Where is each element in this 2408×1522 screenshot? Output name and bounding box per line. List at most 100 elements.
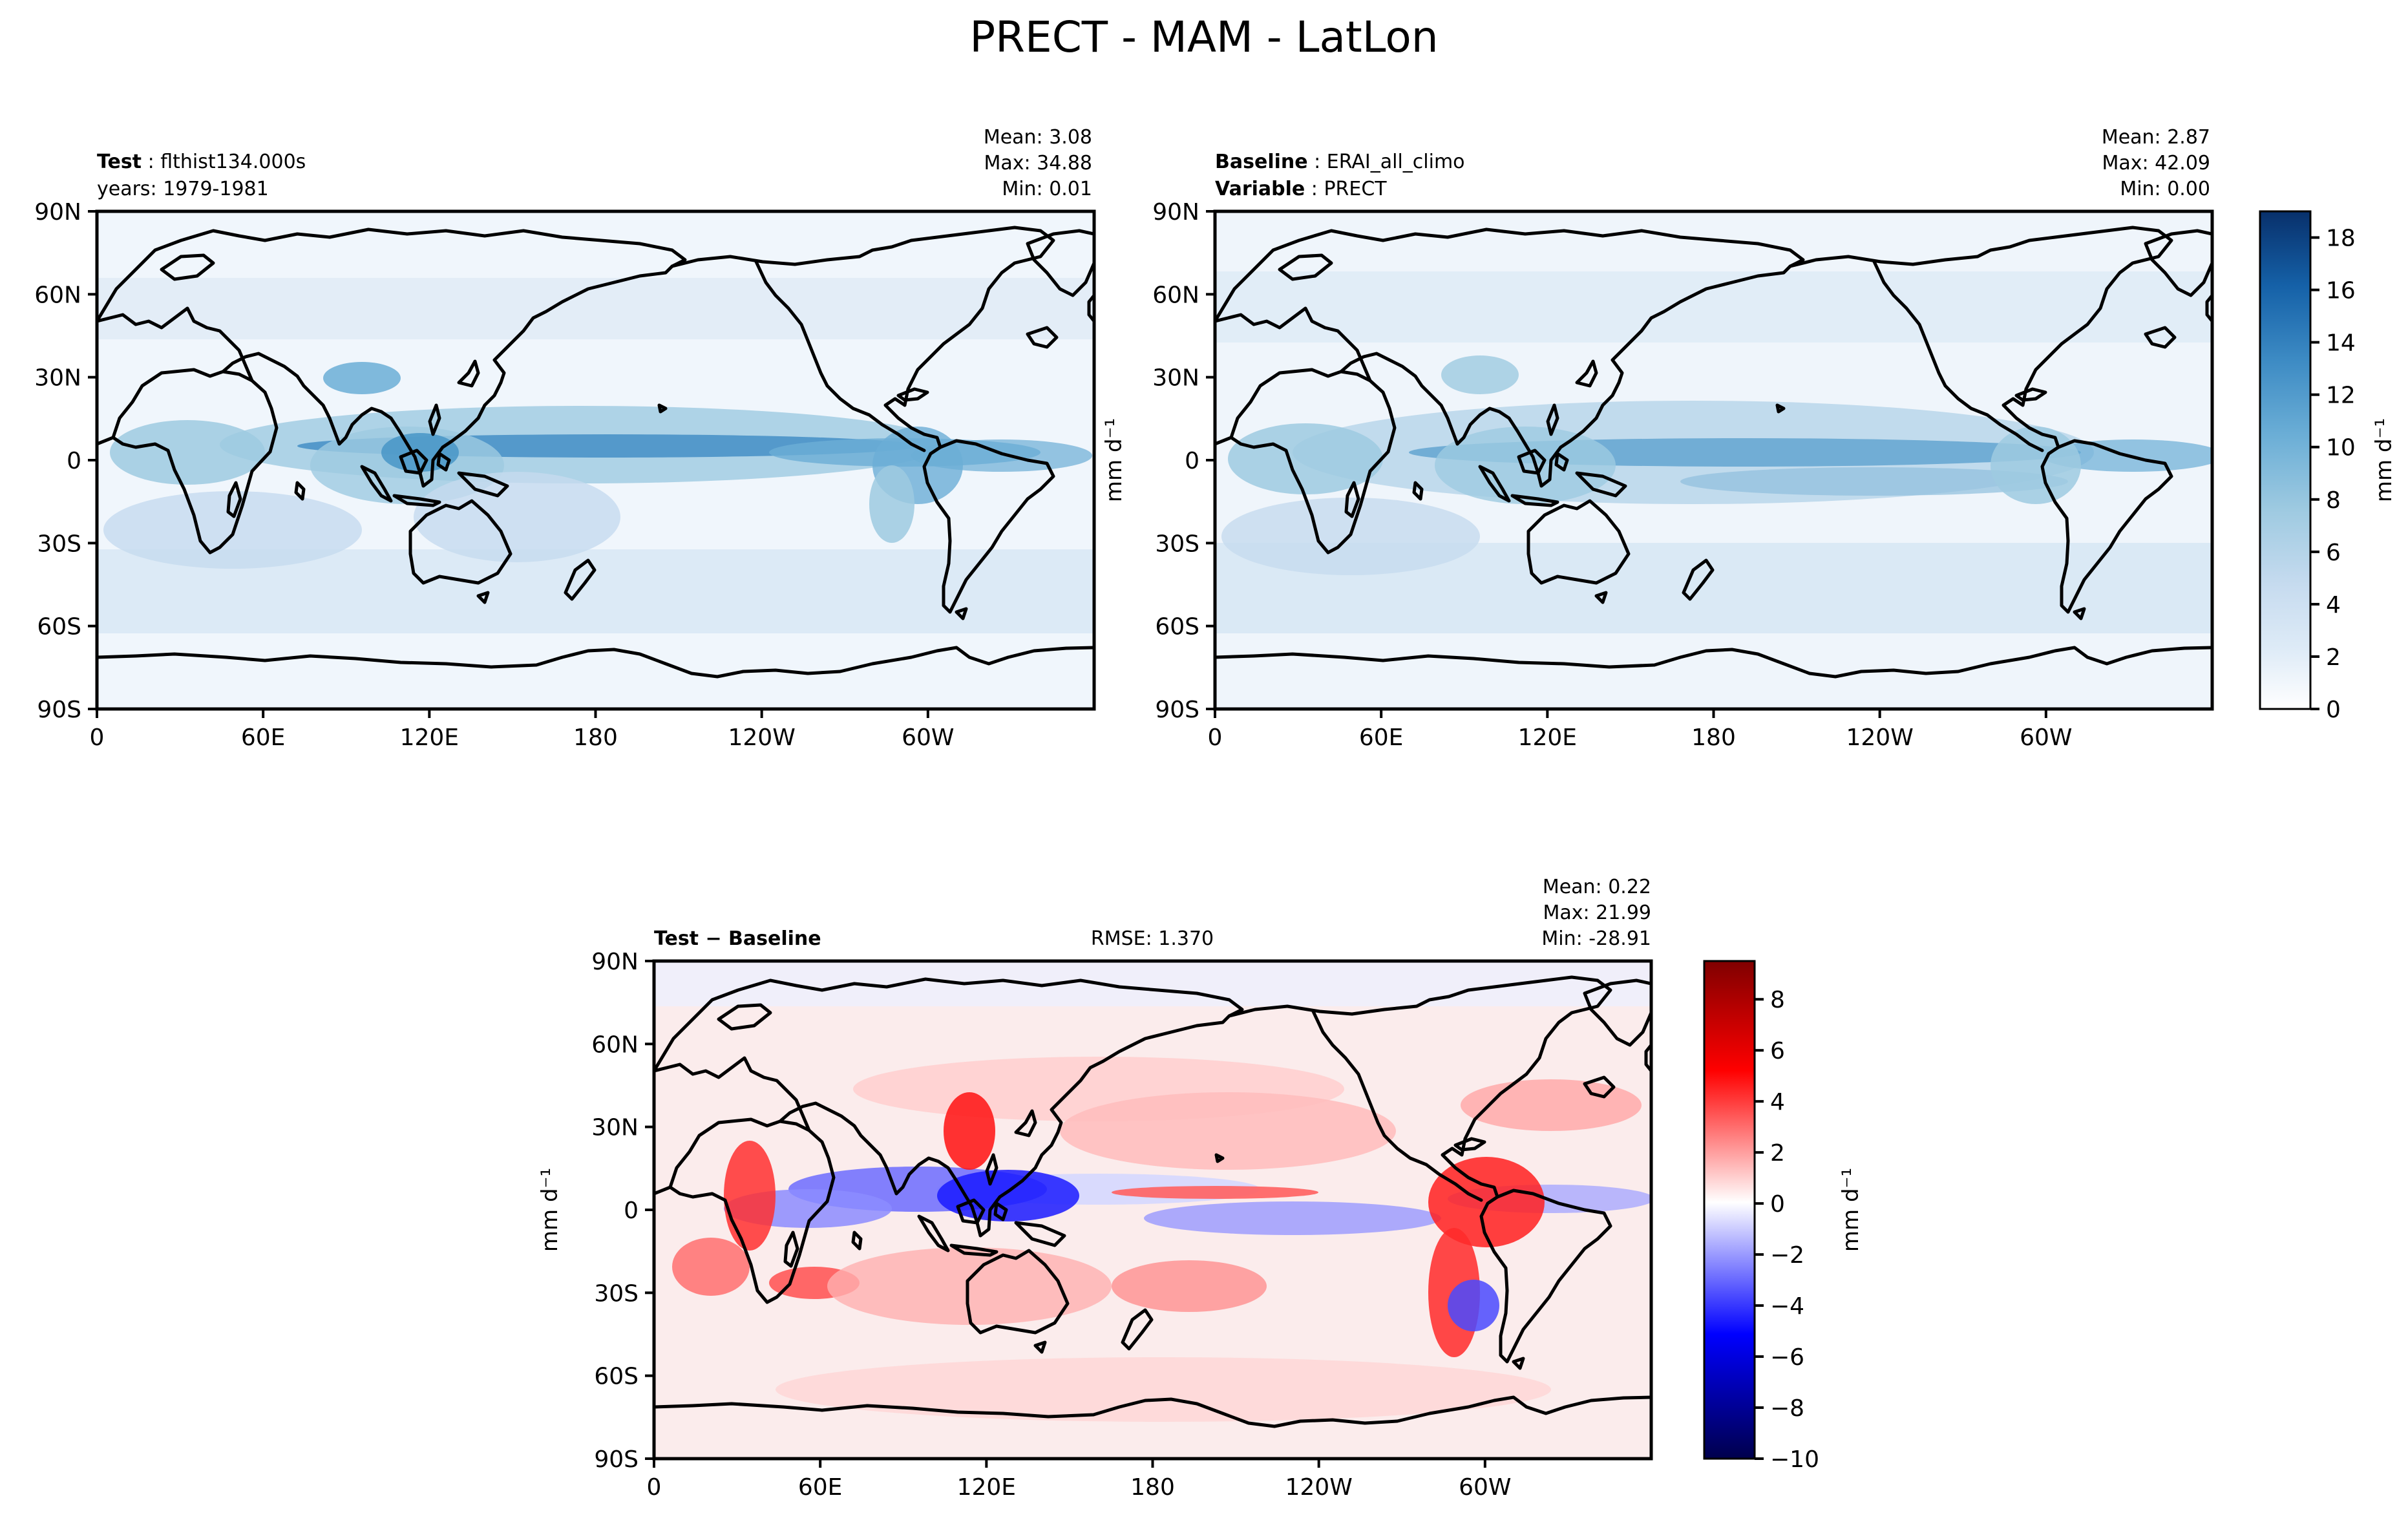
test-ytick-label: 0 <box>67 448 81 474</box>
diff-rmse: RMSE: 1.370 <box>1091 927 1214 950</box>
colorbar-diff-tick-label: −2 <box>1770 1242 1804 1269</box>
baseline-ytick-label: 90N <box>1152 199 1199 226</box>
test-header-case: flthist134.000s <box>160 151 306 173</box>
baseline-ytick-label: 60N <box>1152 282 1199 308</box>
test-map-area <box>97 211 1094 709</box>
baseline-xtick-label: 120W <box>1846 724 1914 751</box>
diff-xtick-label: 60W <box>1459 1474 1511 1501</box>
baseline-ytick-label: 30S <box>1155 531 1199 557</box>
diff-axis-ticks: 0 60E 120E 180 120W 60W 90N 60N 30N 0 30S 60S 90S <box>591 949 1511 1501</box>
baseline-map-area <box>1215 211 2212 709</box>
diff-ylabel: mm d⁻¹ <box>537 1168 563 1252</box>
baseline-variable-sep: : <box>1305 178 1324 200</box>
test-stat-mean: Mean: 3.08 <box>984 126 1092 149</box>
diff-ytick-label: 30S <box>594 1280 639 1307</box>
colorbar-precip-ticks: 0 2 4 6 8 10 12 14 16 18 <box>2310 226 2356 723</box>
colorbar-precip: 0 2 4 6 8 10 12 14 16 18 mm d⁻¹ <box>2259 210 2397 723</box>
diff-ytick-label: 0 <box>624 1198 639 1224</box>
baseline-ylabel: mm d⁻¹ <box>1101 418 1127 502</box>
test-axis-ticks: 0 60E 120E 180 120W 60W 90N 60N 30N 0 30S 60S 90S <box>34 199 954 751</box>
test-ytick-label: 30N <box>34 365 81 392</box>
test-xtick-label: 60W <box>902 724 954 751</box>
baseline-ytick-label: 30N <box>1152 365 1199 392</box>
baseline-axis-ticks: 0 60E 120E 180 120W 60W 90N 60N 30N 0 30S 60S 90S <box>1152 199 2072 751</box>
test-ytick-label: 60N <box>34 282 81 308</box>
baseline-precip-field <box>1215 271 2212 633</box>
baseline-xtick-label: 180 <box>1691 724 1736 751</box>
baseline-stat-mean: Mean: 2.87 <box>2102 126 2210 149</box>
baseline-variable-bold: Variable <box>1215 178 1305 200</box>
test-stat-min: Min: 0.01 <box>1002 178 1092 200</box>
diff-xtick-label: 180 <box>1130 1474 1175 1501</box>
colorbar-diff-gradient <box>1703 960 1756 1460</box>
colorbar-precip-label: mm d⁻¹ <box>2371 418 2397 502</box>
diff-xtick-label: 120W <box>1285 1474 1353 1501</box>
baseline-header-line1: Baseline : ERAI_all_climo <box>1215 151 1465 173</box>
colorbar-diff-tick-label: 2 <box>1770 1140 1785 1167</box>
colorbar-diff: −10 −8 −6 −4 −2 0 2 4 6 8 mm d⁻¹ <box>1703 960 1864 1473</box>
baseline-xtick-label: 0 <box>1208 724 1223 751</box>
colorbar-diff-tick-label: 6 <box>1770 1038 1785 1064</box>
diff-xtick-label: 0 <box>647 1474 662 1501</box>
panel-difference: Test − Baseline RMSE: 1.370 Mean: 0.22 M… <box>537 876 1653 1501</box>
colorbar-precip-tick-label: 2 <box>2326 644 2341 671</box>
colorbar-precip-tick-label: 18 <box>2326 226 2356 252</box>
diff-precip-field <box>654 961 1651 1422</box>
test-ytick-label: 90N <box>34 199 81 226</box>
baseline-stat-min: Min: 0.00 <box>2120 178 2210 200</box>
colorbar-diff-tick-label: −10 <box>1770 1446 1819 1473</box>
colorbar-diff-tick-label: 4 <box>1770 1089 1785 1115</box>
baseline-xtick-label: 120E <box>1518 724 1577 751</box>
test-xtick-label: 60E <box>241 724 286 751</box>
diff-xtick-label: 120E <box>957 1474 1016 1501</box>
diff-stat-mean: Mean: 0.22 <box>1543 876 1651 898</box>
diff-ytick-label: 90S <box>594 1446 639 1473</box>
colorbar-diff-label: mm d⁻¹ <box>1838 1168 1864 1252</box>
test-ytick-label: 30S <box>37 531 81 557</box>
colorbar-precip-tick-label: 10 <box>2326 435 2356 461</box>
baseline-xtick-label: 60W <box>2020 724 2072 751</box>
test-header-line1: Test : flthist134.000s <box>97 151 306 173</box>
test-header-years: years: 1979-1981 <box>97 178 269 200</box>
diff-ytick-label: 90N <box>591 949 639 975</box>
colorbar-precip-tick-label: 14 <box>2326 330 2356 357</box>
colorbar-precip-tick-label: 4 <box>2326 592 2341 618</box>
diff-stat-min: Min: -28.91 <box>1541 927 1651 950</box>
test-stat-max: Max: 34.88 <box>984 152 1092 174</box>
colorbar-precip-tick-label: 0 <box>2326 697 2341 723</box>
colorbar-precip-tick-label: 16 <box>2326 278 2356 304</box>
colorbar-diff-tick-label: 0 <box>1770 1191 1785 1218</box>
test-ytick-label: 60S <box>37 614 81 640</box>
diff-ytick-label: 60N <box>591 1031 639 1058</box>
colorbar-precip-gradient <box>2259 210 2312 710</box>
baseline-xtick-label: 60E <box>1359 724 1404 751</box>
test-ytick-label: 90S <box>37 697 81 723</box>
colorbar-precip-tick-label: 6 <box>2326 540 2341 566</box>
baseline-header-bold: Baseline <box>1215 151 1308 173</box>
colorbar-diff-tick-label: −8 <box>1770 1395 1804 1422</box>
diff-xtick-label: 60E <box>798 1474 843 1501</box>
diff-stat-max: Max: 21.99 <box>1543 902 1651 924</box>
baseline-header-line2: Variable : PRECT <box>1215 178 1387 200</box>
test-header-sep: : <box>142 151 160 173</box>
test-xtick-label: 180 <box>573 724 618 751</box>
test-xtick-label: 120E <box>400 724 459 751</box>
colorbar-precip-tick-label: 12 <box>2326 383 2356 409</box>
baseline-ytick-label: 0 <box>1185 448 1199 474</box>
baseline-ytick-label: 90S <box>1155 697 1199 723</box>
diff-ytick-label: 30N <box>591 1115 639 1141</box>
baseline-header-sep: : <box>1308 151 1327 173</box>
baseline-variable-name: PRECT <box>1324 178 1387 200</box>
colorbar-diff-tick-label: −4 <box>1770 1293 1804 1320</box>
baseline-header-name: ERAI_all_climo <box>1327 151 1465 173</box>
panel-test: Test : flthist134.000s years: 1979-1981 … <box>34 126 1096 751</box>
colorbar-diff-ticks: −10 −8 −6 −4 −2 0 2 4 6 8 <box>1755 987 1819 1473</box>
colorbar-diff-tick-label: 8 <box>1770 987 1785 1013</box>
diff-ytick-label: 60S <box>594 1364 639 1390</box>
panel-baseline: Baseline : ERAI_all_climo Variable : PRE… <box>1101 126 2214 751</box>
colorbar-precip-tick-label: 8 <box>2326 487 2341 514</box>
figure-title: PRECT - MAM - LatLon <box>969 12 1438 62</box>
diff-map-area <box>654 961 1651 1459</box>
test-xtick-label: 120W <box>728 724 796 751</box>
